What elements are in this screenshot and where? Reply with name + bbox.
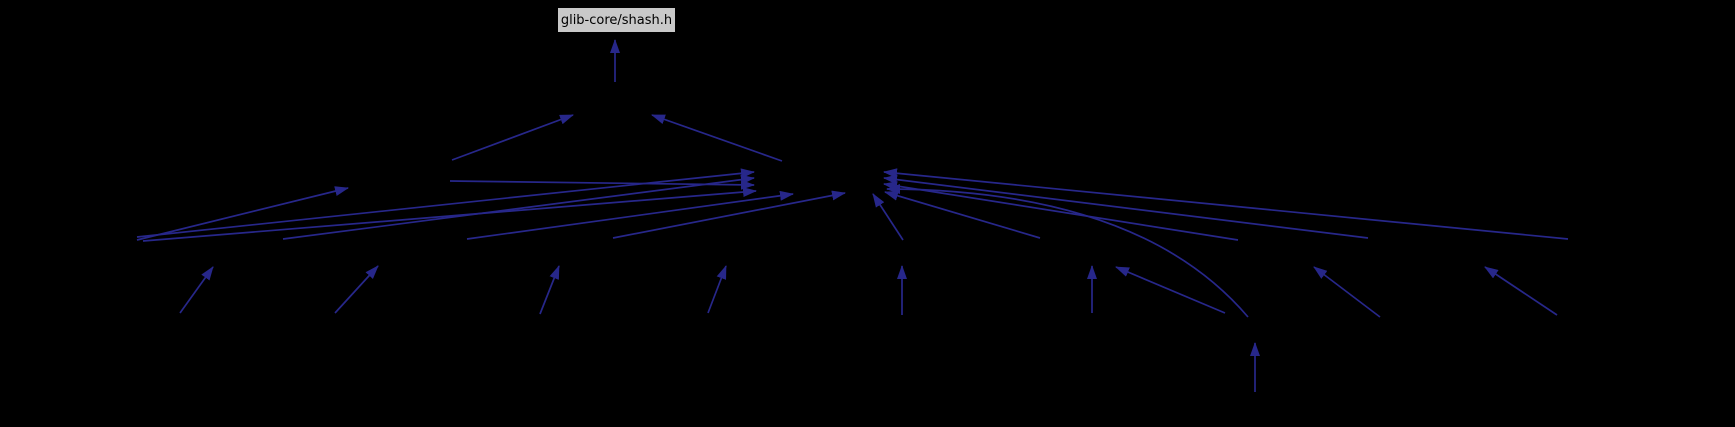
graph-edge [282,174,755,240]
graph-edge [142,187,757,242]
graph-edge [883,168,1569,240]
graph-edge [1313,266,1381,318]
graph-edge [612,190,846,239]
graph-edge [179,266,214,314]
graph-edge [449,179,755,190]
graph-edge [883,181,1239,241]
graph-edge [883,174,1369,239]
graph-edge [651,114,783,162]
graph-edge [1484,266,1558,316]
graph-node-root[interactable]: glib-core/shash.h [557,7,676,33]
graph-edge [451,114,574,161]
graph-edge [707,265,727,314]
graph-edge [872,193,904,241]
graph-edge [886,184,1249,318]
graph-edge [334,265,379,314]
graph-edge [136,168,755,238]
graph-edge [539,265,560,315]
graph-edge [884,190,1041,239]
graph-edge [466,190,794,240]
graph-edge [1115,266,1226,314]
graph-edge [136,186,349,241]
